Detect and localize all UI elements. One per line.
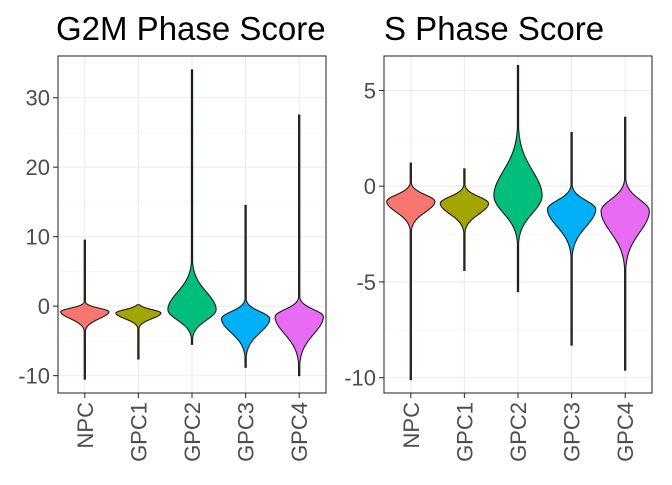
y-tick-label: 30 <box>26 86 50 111</box>
violin-gpc1 <box>115 304 162 360</box>
y-tick-label: 10 <box>26 225 50 250</box>
g2m-phase-panel: G2M Phase Score -10 0 10 20 30 NPC GPC1 GPC2 GPC… <box>18 10 327 462</box>
s-phase-panel: S Phase Score -10 -5 0 5 NPC GPC1 GPC2 GPC3 GPC4 <box>344 10 653 462</box>
violin-npc <box>60 239 110 380</box>
y-tick-label: 0 <box>364 174 376 199</box>
violin-gpc1 <box>439 168 490 271</box>
violin-gpc3 <box>220 204 271 368</box>
x-tick-label: GPC2 <box>506 402 531 462</box>
x-tick-label: NPC <box>73 402 98 449</box>
y-tick-label: 0 <box>38 294 50 319</box>
x-tick-label: GPC3 <box>560 402 585 462</box>
x-tick-label: GPC4 <box>287 402 312 462</box>
y-tick-label: -10 <box>18 364 50 389</box>
y-tick-label: 5 <box>364 78 376 103</box>
panel-title: G2M Phase Score <box>56 10 326 47</box>
violin-gpc2 <box>167 69 217 345</box>
panel-title: S Phase Score <box>384 10 604 47</box>
y-tick-label: 20 <box>26 155 50 180</box>
x-tick-label: GPC1 <box>126 402 151 462</box>
x-tick-label: GPC2 <box>180 402 205 462</box>
x-tick-label: GPC3 <box>234 402 259 462</box>
x-tick-label: GPC4 <box>613 402 638 462</box>
violin-npc <box>386 162 436 381</box>
x-tick-label: GPC1 <box>452 402 477 462</box>
x-tick-label: NPC <box>399 402 424 449</box>
violin-gpc4 <box>274 114 324 377</box>
y-tick-label: -10 <box>344 366 376 391</box>
violin-gpc2 <box>493 65 543 293</box>
violin-gpc4 <box>600 116 650 371</box>
y-tick-label: -5 <box>356 270 376 295</box>
violin-gpc3 <box>546 132 597 346</box>
